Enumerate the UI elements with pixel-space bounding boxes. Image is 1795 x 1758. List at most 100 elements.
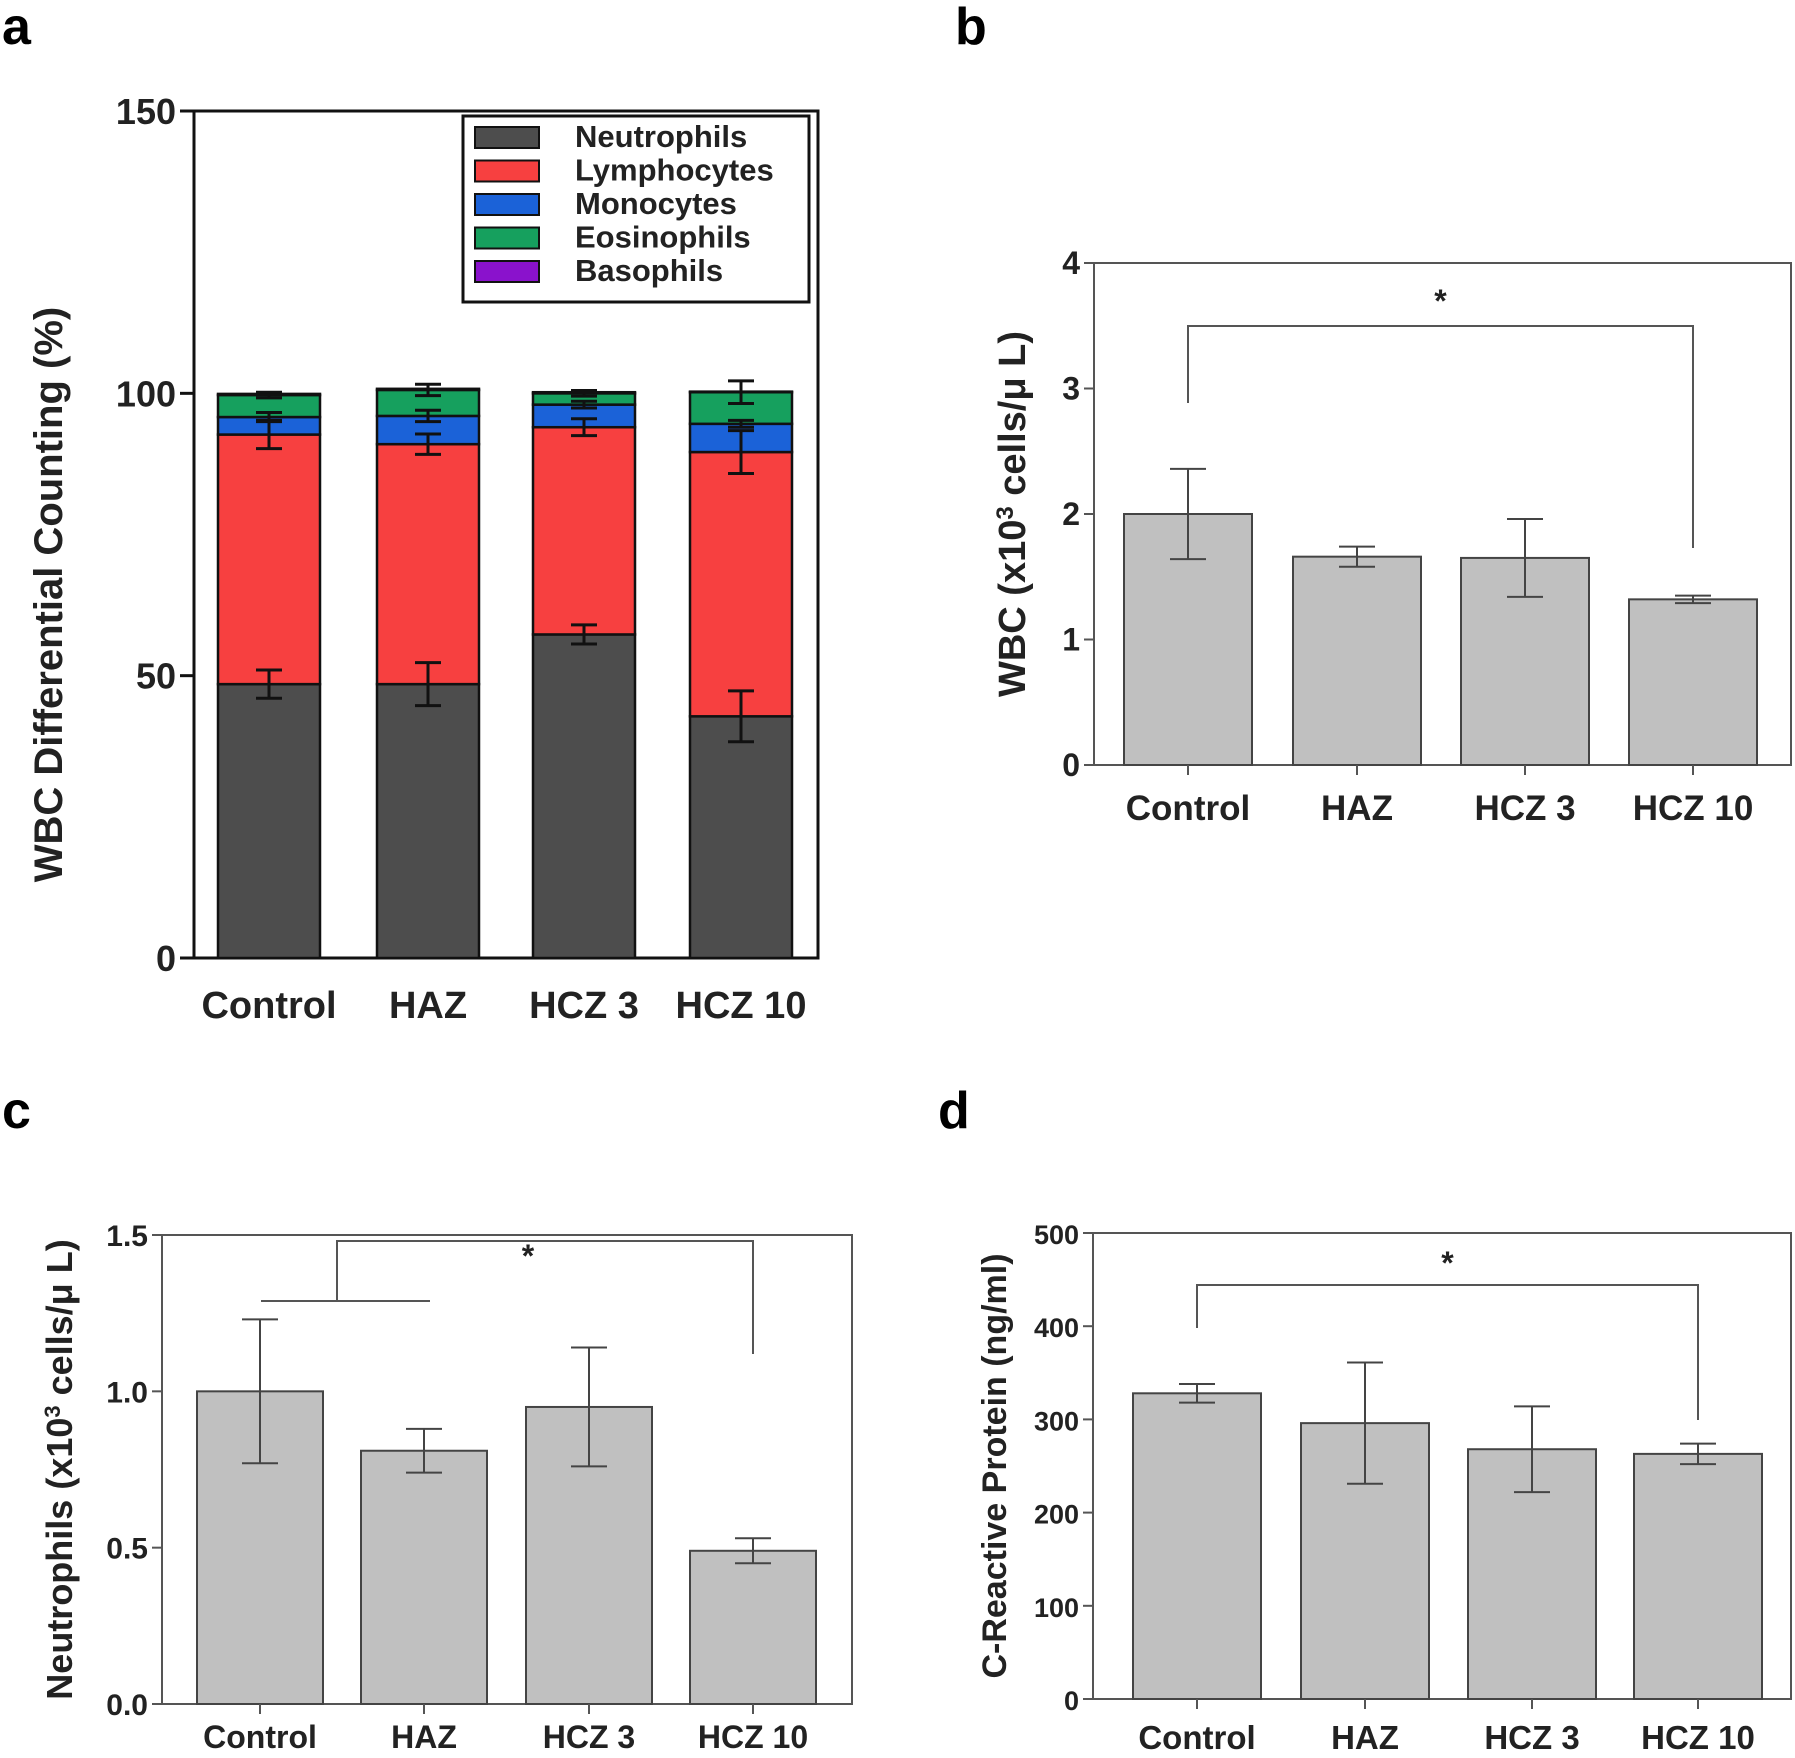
y-tick-label: 200 [1034,1500,1079,1530]
legend-swatch [474,260,540,283]
bar [1292,555,1422,766]
x-tick-label: HAZ [1331,1719,1399,1756]
y-tick-label: 0 [1064,1686,1079,1716]
bar-neutrophils [688,715,794,960]
significance-star: * [1434,283,1447,319]
bar-group-haz [1292,545,1422,766]
significance-bracket: * [261,1238,754,1354]
y-tick-label: 500 [1034,1220,1079,1250]
x-tick-label: HCZ 3 [1484,1719,1579,1756]
x-tick-label: HAZ [389,985,467,1027]
y-tick-label: 1.0 [106,1376,148,1409]
bar-group-hcz-10 [688,379,794,960]
y-tick-label: 100 [1034,1593,1079,1623]
bar [689,1549,817,1705]
plot-frame [161,1234,853,1705]
bar-group-control [216,390,322,960]
panel-letter-d: d [938,1082,970,1140]
bar [1132,1392,1262,1700]
bar-group-control [1123,467,1253,766]
bar [360,1449,488,1705]
bracket-line [1196,1284,1699,1420]
bracket-line [336,1240,754,1354]
chart-a-stacked-wbc: 0 50 100 150 Control HAZ HCZ 3 HCZ 10 WBC Differ… [27,91,820,1027]
legend-label: Neutrophils [575,119,747,154]
y-axis-title: WBC (x103 cells/μ L) [992,331,1034,697]
x-tick-label: HAZ [391,1719,457,1755]
y-tick-label: 0.5 [106,1533,148,1566]
legend-item-monocytes: Monocytes [474,186,737,221]
plot-frame [192,109,820,960]
y-tick-label: 400 [1034,1313,1079,1343]
x-tick-label: Control [1126,789,1250,828]
x-tick-label: Control [1138,1719,1255,1756]
bar-lymphocytes [688,450,794,718]
panel-letter-a: a [2,0,32,56]
plot-frame [1092,1232,1792,1700]
legend-item-lymphocytes: Lymphocytes [474,153,774,188]
legend-swatch [474,159,540,183]
significance-star: * [1441,1245,1454,1281]
legend-label: Eosinophils [575,220,751,255]
bar-group-hcz-3 [1460,518,1590,766]
bar-neutrophils [375,682,481,960]
x-tick-label: HCZ 10 [1633,789,1754,828]
y-tick-label: 0 [156,938,176,979]
bar-group-hcz-10 [1633,1442,1763,1701]
y-tick-label: 1.5 [106,1220,148,1253]
y-axis-title: WBC Differential Counting (%) [27,307,71,883]
bracket-line [1187,325,1694,548]
y-tick-label: 0.0 [106,1689,148,1722]
significance-star: * [522,1238,535,1274]
bar-neutrophils [216,682,322,960]
chart-b-wbc: 0 1 2 3 4 Control HAZ HCZ 3 HCZ 10 WBC (x103 cell… [992,245,1792,828]
bar [1633,1452,1763,1701]
legend-item-eosinophils: Eosinophils [474,220,751,255]
x-tick-label: Control [203,1719,317,1755]
bar-group-haz [1300,1361,1430,1701]
bar-lymphocytes [216,433,322,686]
x-tick-label: HCZ 3 [543,1719,635,1755]
y-tick-label: 100 [116,373,176,414]
bar-group-hcz-3 [525,1346,653,1705]
panel-letter-b: b [955,0,987,56]
legend-label: Lymphocytes [575,153,774,188]
legend-swatch [474,226,540,250]
bar-group-hcz-3 [531,389,637,960]
bar-group-control [196,1318,324,1706]
y-tick-label: 50 [136,656,176,697]
legend-swatch [474,193,540,216]
y-tick-label: 0 [1062,747,1080,783]
x-tick-label: HCZ 10 [698,1719,808,1755]
x-tick-label: HAZ [1321,789,1393,828]
legend-swatch [474,126,540,149]
legend-item-basophils: Basophils [474,253,723,288]
y-tick-label: 4 [1062,245,1080,281]
y-axis-title: C-Reactive Protein (ng/ml) [976,1253,1014,1678]
y-tick-label: 150 [116,91,176,132]
bar-group-hcz-10 [689,1537,817,1705]
y-tick-label: 3 [1062,371,1080,407]
bar-group-haz [375,382,481,960]
x-tick-label: HCZ 3 [1474,789,1575,828]
legend-label: Basophils [575,253,723,288]
panel-letter-c: c [2,1082,31,1140]
bar [1628,598,1758,767]
chart-c-neutrophils: 0.0 0.5 1.0 1.5 Control HAZ HCZ 3 HCZ 10 Neutrop… [39,1220,853,1755]
bar-lymphocytes [375,442,481,686]
significance-bracket: * [1196,1245,1699,1420]
bar-group-haz [360,1427,488,1705]
significance-bracket: * [1187,283,1694,548]
y-axis-title: Neutrophils (x103 cells/μ L) [39,1239,80,1699]
x-tick-label: HCZ 10 [1641,1719,1755,1756]
legend-item-neutrophils: Neutrophils [474,119,747,154]
y-tick-label: 2 [1062,496,1080,532]
bar-group-hcz-3 [1467,1405,1597,1700]
bar-neutrophils [531,633,637,960]
y-tick-label: 1 [1062,622,1080,658]
bar-group-control [1132,1382,1262,1700]
chart-d-crp: 0 100 200 300 400 500 Control HAZ HCZ 3 HCZ 10 C-R… [976,1220,1792,1756]
x-tick-label: Control [201,985,336,1027]
legend-label: Monocytes [575,186,737,221]
